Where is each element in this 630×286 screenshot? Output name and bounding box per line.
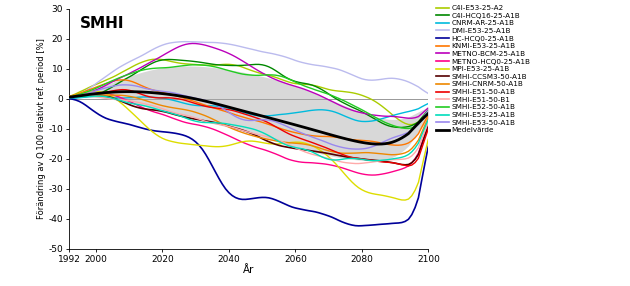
- Y-axis label: Förändring av Q 100 relativt ref. period [%]: Förändring av Q 100 relativt ref. period…: [37, 38, 45, 219]
- X-axis label: År: År: [243, 265, 255, 275]
- Legend: C4I-E53-25-A2, C4I-HCQ16-25-A1B, CNRM-AR-25-A1B, DMI-E53-25-A1B, HC-HCQ0-25-A1B,: C4I-E53-25-A2, C4I-HCQ16-25-A1B, CNRM-AR…: [435, 5, 530, 133]
- Text: SMHI: SMHI: [80, 16, 125, 31]
